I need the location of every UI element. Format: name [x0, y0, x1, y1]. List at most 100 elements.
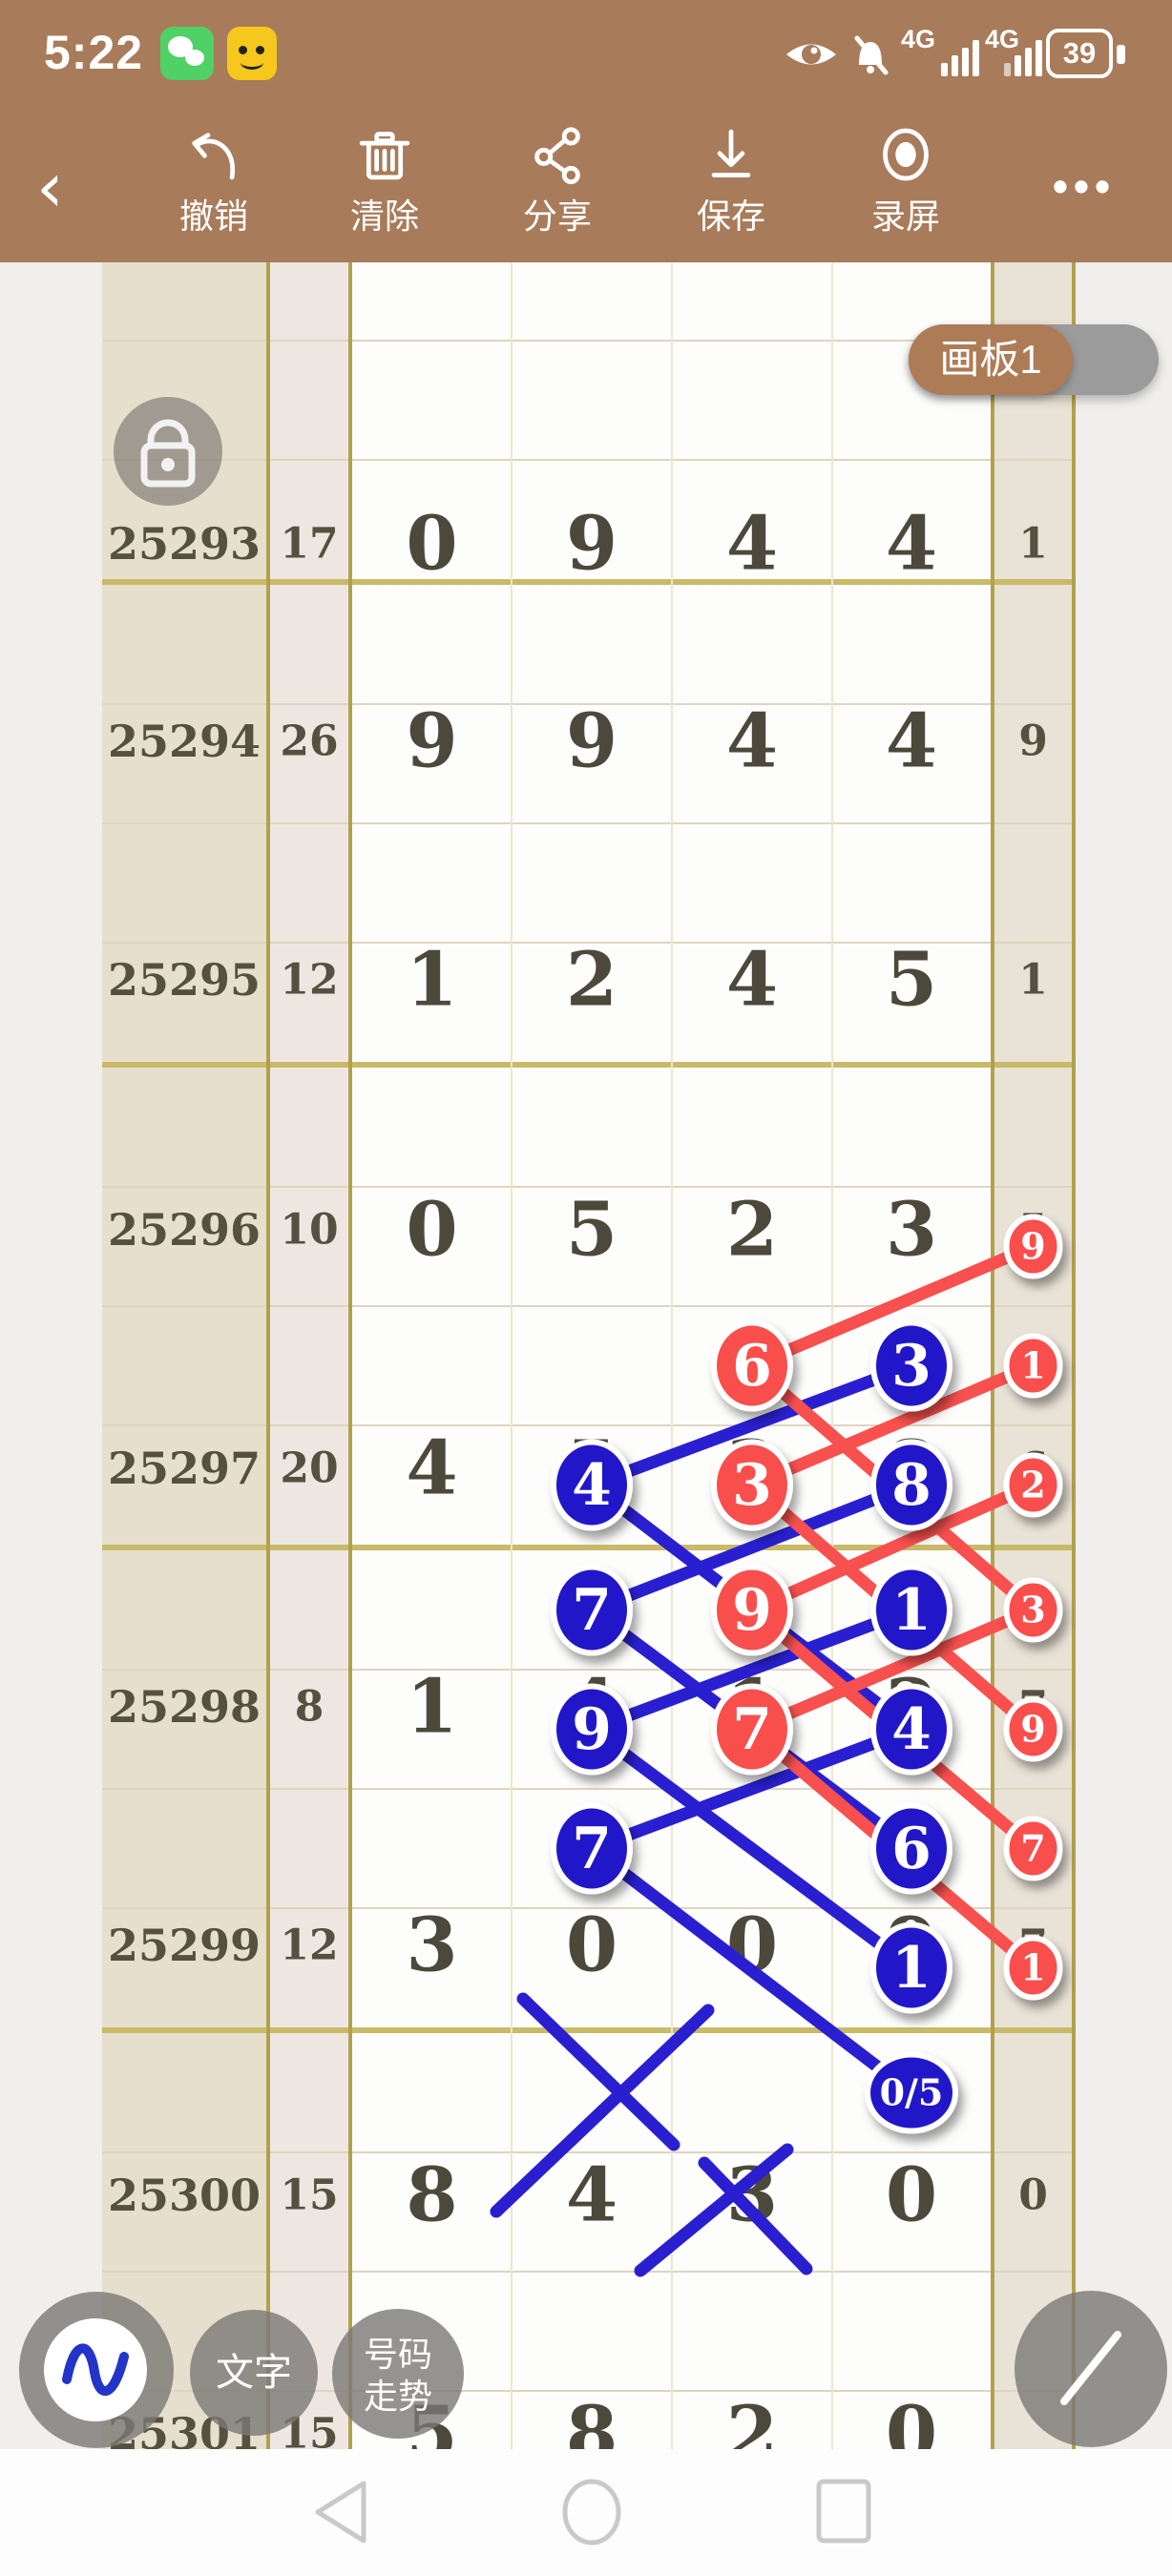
text-tool-button[interactable]: 文字 [190, 2310, 318, 2436]
record-label: 录屏 [870, 197, 940, 236]
period-cell: 25298 [107, 1680, 262, 1733]
pen-tool-button[interactable] [19, 2292, 174, 2448]
trend-line[interactable] [585, 1723, 918, 1855]
share-label: 分享 [522, 197, 592, 236]
digit-cell: 5 [565, 1186, 618, 1273]
number-circle[interactable]: 9 [1003, 1696, 1063, 1762]
table-row: 25293 17 0 9 4 4 1 [0, 262, 1172, 588]
lock-button[interactable] [113, 396, 223, 511]
trend-line[interactable] [745, 1604, 1039, 1735]
number-circle-label: 7 [732, 1696, 772, 1763]
more-button[interactable]: ••• [1052, 161, 1117, 211]
number-circle[interactable]: 2 [1003, 1452, 1063, 1518]
number-circle[interactable]: 9 [711, 1564, 793, 1656]
digit-cell: 3 [406, 1901, 458, 1988]
battery-indicator: 39 [1046, 29, 1113, 78]
clock-label: 5:22 [44, 26, 144, 79]
period-cell: 25294 [107, 715, 262, 767]
digit-cell: 0 [406, 500, 458, 588]
number-circle[interactable]: 1 [870, 1564, 952, 1656]
eye-icon [786, 44, 836, 65]
number-circle[interactable]: 4 [870, 1683, 952, 1776]
period-cell: 25297 [107, 1442, 262, 1494]
save-button[interactable]: 保存 [655, 122, 807, 239]
digit-cell: 2 [565, 936, 618, 1023]
number-circle-label: 3 [1020, 1588, 1045, 1631]
period-cell: 25295 [107, 953, 262, 1006]
number-circle[interactable]: 7 [551, 1564, 633, 1656]
digit-cell: 4 [725, 936, 779, 1023]
ink-stroke[interactable] [516, 1992, 680, 2151]
nav-home-button[interactable] [562, 2479, 621, 2545]
squiggle-icon [62, 2343, 129, 2396]
column-separator [671, 262, 673, 2449]
group-separator-line [102, 579, 1076, 585]
trend-line[interactable] [585, 1842, 918, 2099]
nav-back-button[interactable] [315, 2481, 366, 2544]
number-circle-label: 9 [732, 1577, 772, 1644]
trend-line[interactable] [585, 1604, 918, 1735]
number-circle[interactable]: 9 [551, 1683, 633, 1776]
back-button[interactable]: ‹ [36, 147, 64, 227]
sum-cell: 10 [280, 1205, 339, 1254]
number-circle[interactable]: 7 [551, 1802, 633, 1895]
gold-rule [1072, 262, 1076, 2449]
number-circle[interactable]: 1 [1003, 1935, 1063, 2001]
gold-rule [266, 262, 270, 2449]
number-circle-label: 1 [1020, 1343, 1045, 1386]
signal-icon-1: 4G [901, 25, 979, 76]
number-circle[interactable]: 6 [870, 1802, 952, 1895]
trend-line[interactable] [585, 1479, 918, 1616]
ink-stroke[interactable] [698, 2156, 813, 2275]
navigation-bar [0, 2449, 1172, 2576]
number-circle[interactable]: 3 [1003, 1577, 1063, 1643]
trend-line[interactable] [585, 1360, 918, 1491]
group-separator-line [102, 2027, 1076, 2033]
number-circle[interactable]: 1 [870, 1922, 952, 2014]
number-circle[interactable]: 6 [711, 1319, 793, 1412]
clear-label: 清除 [349, 197, 419, 236]
nav-recents-button[interactable] [816, 2479, 871, 2544]
board-tab-label[interactable]: 画板1 [909, 324, 1073, 395]
ink-stroke[interactable] [490, 2004, 715, 2218]
number-circle[interactable]: 4 [551, 1439, 633, 1531]
sum-column-bg [270, 262, 348, 2449]
table-row: 25294 26 9 9 4 4 9 [0, 341, 1172, 784]
number-circle[interactable]: 3 [711, 1439, 793, 1531]
lock-icon [114, 397, 222, 506]
number-circle-label: 8 [891, 1452, 931, 1519]
digit-cell: 4 [565, 2151, 618, 2238]
line-tool-button[interactable] [1015, 2291, 1167, 2447]
number-circle[interactable]: 9 [1003, 1214, 1063, 1279]
number-circle[interactable]: 8 [870, 1439, 952, 1531]
row-gridline [102, 340, 1076, 342]
group-separator-line [102, 1545, 1076, 1550]
share-button[interactable]: 分享 [481, 122, 634, 239]
ink-stroke[interactable] [634, 2143, 794, 2277]
number-circle[interactable]: 1 [1003, 1333, 1063, 1399]
row-gridline [102, 1788, 1076, 1790]
tail-cell: 1 [1018, 519, 1048, 569]
digit-cell: 4 [725, 697, 779, 784]
trend-line[interactable] [745, 1360, 1039, 1491]
number-circle-label: 1 [891, 1935, 931, 2002]
number-circle[interactable]: 0/5 [865, 2051, 958, 2134]
number-circle[interactable]: 3 [870, 1319, 952, 1412]
group-separator-line [102, 1062, 1076, 1068]
trend-line[interactable] [585, 1723, 918, 1974]
tail-cell: 9 [1018, 717, 1048, 765]
record-button[interactable]: 录屏 [829, 122, 982, 239]
row-gridline [102, 2151, 1076, 2153]
text-tool-label: 文字 [216, 2352, 292, 2394]
number-circle[interactable]: 7 [711, 1683, 793, 1776]
trend-tool-button[interactable]: 号码 走势 [332, 2309, 464, 2439]
row-gridline [102, 942, 1076, 944]
trend-line[interactable] [745, 1479, 1039, 1616]
undo-button[interactable]: 撤销 [137, 122, 290, 239]
trend-line[interactable] [745, 1240, 1039, 1372]
number-circle[interactable]: 7 [1003, 1816, 1063, 1881]
clear-button[interactable]: 清除 [308, 122, 461, 239]
number-circle-label: 9 [1020, 1707, 1045, 1750]
